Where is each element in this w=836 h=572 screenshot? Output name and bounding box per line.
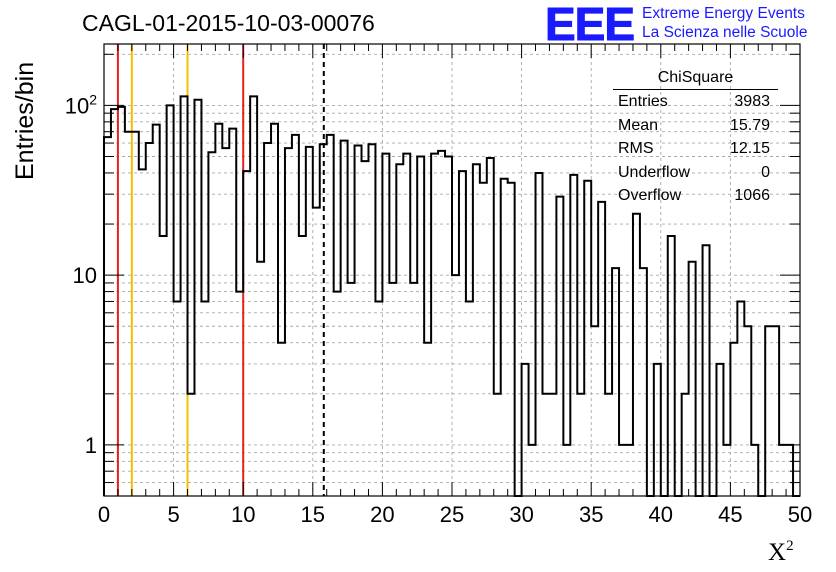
stat-row-mean: Mean 15.79: [610, 114, 778, 137]
x-axis-label: X2: [768, 538, 794, 567]
stat-label: Overflow: [618, 187, 682, 205]
x-tick-label: 25: [440, 502, 464, 527]
y-tick-label: 1: [85, 433, 97, 458]
y-tick-label: 102: [65, 91, 97, 118]
run-title: CAGL-01-2015-10-03-00076: [82, 10, 375, 36]
axis-ticks: [103, 44, 801, 496]
x-tick-label: 45: [718, 502, 742, 527]
x-tick-label: 35: [579, 502, 603, 527]
x-tick-label: 40: [649, 502, 673, 527]
stat-value: 3983: [734, 93, 770, 111]
stat-row-overflow: Overflow 1066: [610, 184, 778, 207]
eee-logo-mark: EEE: [544, 0, 635, 50]
logo-line-1: Extreme Energy Events: [642, 5, 805, 22]
x-tick-label: 0: [98, 502, 110, 527]
stat-row-underflow: Underflow 0: [610, 161, 778, 184]
axis-tick-labels: 0 5 10 15 20 25 30 35 40 45 50 1 10 102: [65, 91, 813, 527]
stat-label: Mean: [618, 116, 659, 134]
x-tick-label: 20: [370, 502, 394, 527]
x-axis-label-exponent: 2: [786, 538, 794, 554]
x-tick-label: 50: [788, 502, 812, 527]
x-axis-label-base: X: [768, 539, 787, 566]
stat-value: 0: [761, 163, 770, 181]
logo-line-2: La Scienza nelle Scuole: [642, 24, 808, 41]
stat-label: Underflow: [618, 163, 691, 181]
stat-row-entries: Entries 3983: [610, 90, 778, 113]
stat-value: 12.15: [729, 140, 770, 158]
eee-logo-text: Extreme Energy Events La Scienza nelle S…: [642, 4, 807, 42]
x-tick-label: 15: [301, 502, 325, 527]
stat-label: RMS: [618, 140, 654, 158]
reference-lines: [116, 44, 325, 496]
stats-box: ChiSquare Entries 3983 Mean 15.79 RMS 12…: [610, 66, 778, 207]
stat-row-rms: RMS 12.15: [610, 137, 778, 160]
x-tick-label: 30: [509, 502, 533, 527]
stat-value: 1066: [734, 187, 770, 205]
x-tick-label: 10: [231, 502, 255, 527]
eee-logo: EEE Extreme Energy Events La Scienza nel…: [544, 0, 807, 50]
stat-value: 15.79: [729, 116, 770, 134]
x-tick-label: 5: [167, 502, 179, 527]
y-tick-label: 10: [73, 263, 97, 288]
y-axis-label: Entries/bin: [11, 61, 39, 180]
stat-label: Entries: [618, 93, 668, 111]
stats-title: ChiSquare: [613, 66, 778, 91]
